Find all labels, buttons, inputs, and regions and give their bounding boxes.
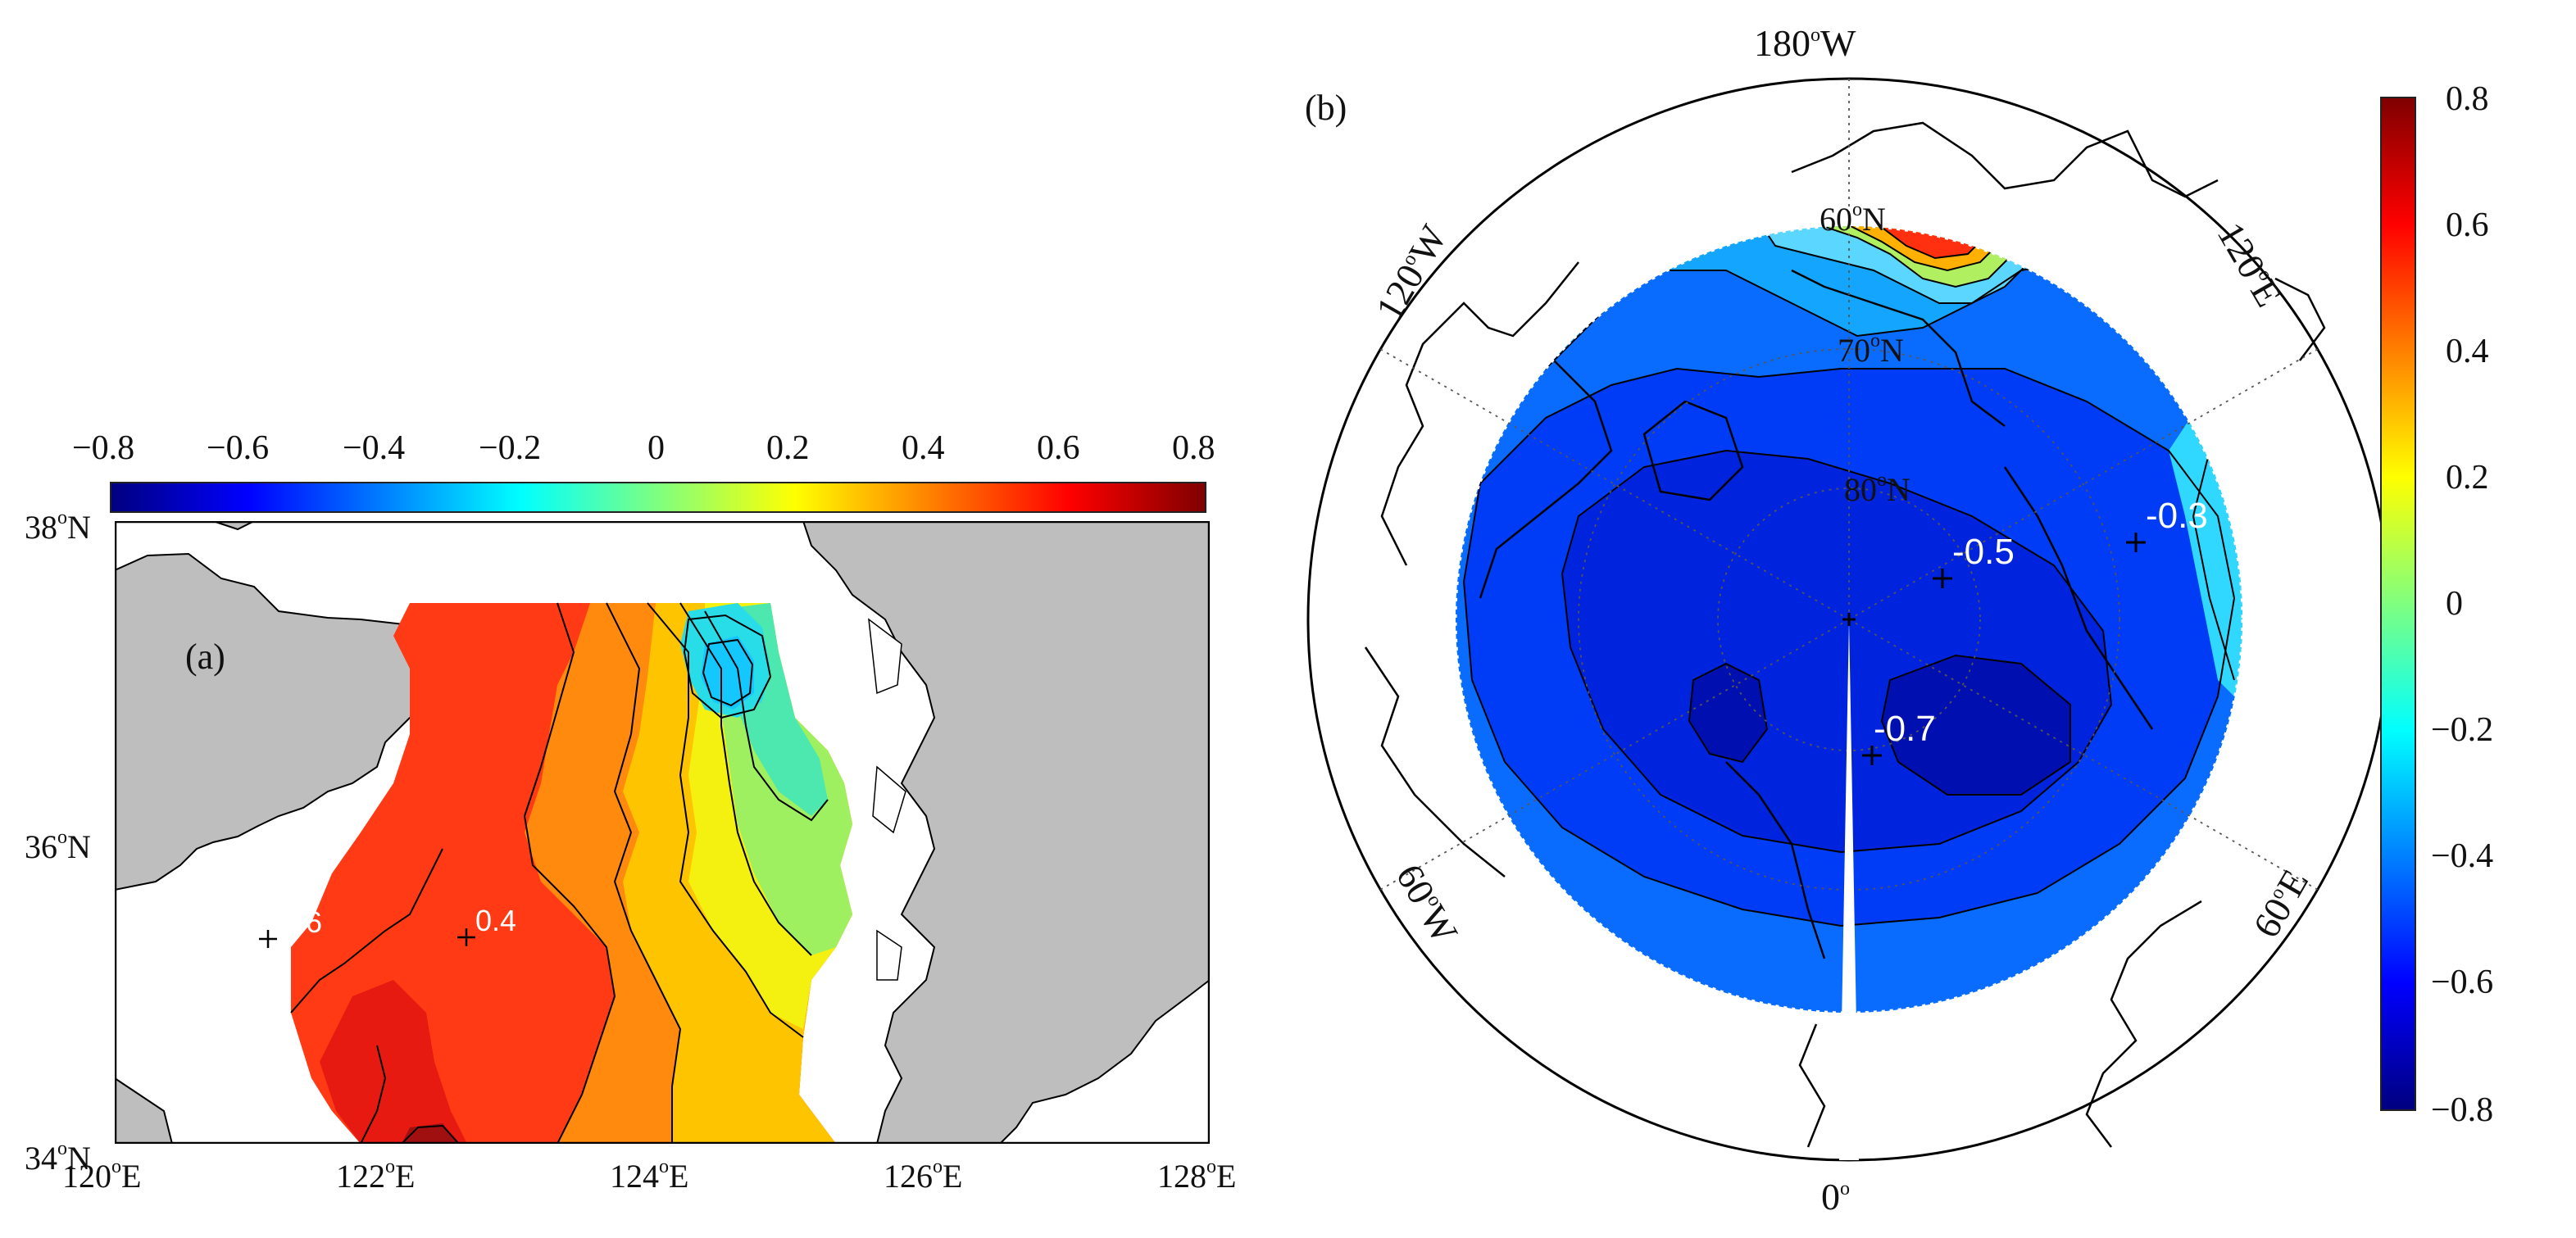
lat-label-38n: 38oN: [25, 507, 91, 546]
parallel-label-70n: 70oN: [1838, 330, 1904, 369]
polar-map-b: -0.5 -0.3 -0.7: [1306, 77, 2392, 1162]
colorbar-a-tick: 0.8: [1172, 429, 1215, 467]
marker-b-3: [1862, 746, 1882, 765]
colorbar-b-tick: 0.8: [2446, 80, 2489, 118]
meridian-label-0: 0o: [1821, 1176, 1850, 1218]
land-jiangsu: [115, 1077, 174, 1144]
colorbar-a-tick: 0.6: [1037, 429, 1080, 467]
colorbar-b-tick: −0.2: [2431, 711, 2494, 749]
contour-label-a-0.6: 0.6: [281, 905, 322, 939]
colorbar-b-tick: −0.6: [2431, 964, 2494, 1001]
colorbar-a-tick: −0.2: [479, 429, 542, 467]
lon-label-128e: 128oE: [1157, 1156, 1237, 1195]
colorbar-b-tick: −0.4: [2431, 837, 2494, 875]
colorbar-b-tick: 0.4: [2446, 333, 2489, 370]
panel-a: −0.8 −0.6 −0.4 −0.2 0 0.2 0.4 0.6 0.8: [0, 0, 1279, 1238]
graticule: [1379, 79, 2319, 891]
panel-b: (b): [1279, 0, 2576, 1238]
land-korea: [802, 521, 1210, 1144]
contour-label-a-0.4: 0.4: [475, 904, 516, 937]
colorbar-a: [110, 482, 1206, 513]
lon-label-120e: 120oE: [62, 1156, 142, 1195]
colorbar-a-tick: 0.4: [902, 429, 945, 467]
colorbar-b-tick: 0: [2446, 585, 2463, 623]
contour-label-b-0.7: -0.7: [1874, 709, 1936, 749]
colorbar-b-tick: −0.8: [2431, 1091, 2494, 1129]
colorbar-a-tick: 0: [647, 429, 665, 467]
colorbar-a-tick: 0.2: [766, 429, 810, 467]
parallel-label-60n: 60oN: [1820, 199, 1886, 238]
colorbar-b-tick: 0.2: [2446, 459, 2489, 497]
meridian-wedge: [1839, 619, 1859, 1160]
marker-a-1: [259, 930, 277, 948]
coastlines-outer: [1364, 121, 2326, 1148]
correlation-field-a: [290, 602, 852, 1144]
colorbar-b-tick: 0.6: [2446, 206, 2489, 244]
land-liaodong: [212, 521, 255, 531]
marker-b-2: [2126, 533, 2146, 552]
meridian-label-180w: 180oW: [1754, 22, 1856, 64]
lon-label-122e: 122oE: [336, 1156, 416, 1195]
lon-label-126e: 126oE: [884, 1156, 963, 1195]
marker-b-1: [1933, 569, 1952, 588]
colorbar-a-tick: −0.4: [343, 429, 406, 467]
panel-b-label: (b): [1305, 88, 1347, 128]
pole-marker: [1842, 613, 1856, 626]
colorbar-a-tick: −0.6: [207, 429, 270, 467]
colorbar-a-tick: −0.8: [72, 429, 135, 467]
lat-label-34n: 34oN: [25, 1138, 91, 1177]
contour-label-b-0.5: -0.5: [1952, 532, 2015, 572]
regional-map-a: 0.6 0.4: [115, 521, 1210, 1144]
parallel-label-80n: 80oN: [1844, 469, 1910, 508]
marker-a-2: [457, 928, 475, 946]
lon-label-124e: 124oE: [610, 1156, 689, 1195]
contour-label-b-0.3: -0.3: [2146, 496, 2208, 536]
panel-a-label: (a): [185, 637, 225, 677]
colorbar-b: [2380, 97, 2416, 1111]
lat-label-36n: 36oN: [25, 827, 91, 865]
